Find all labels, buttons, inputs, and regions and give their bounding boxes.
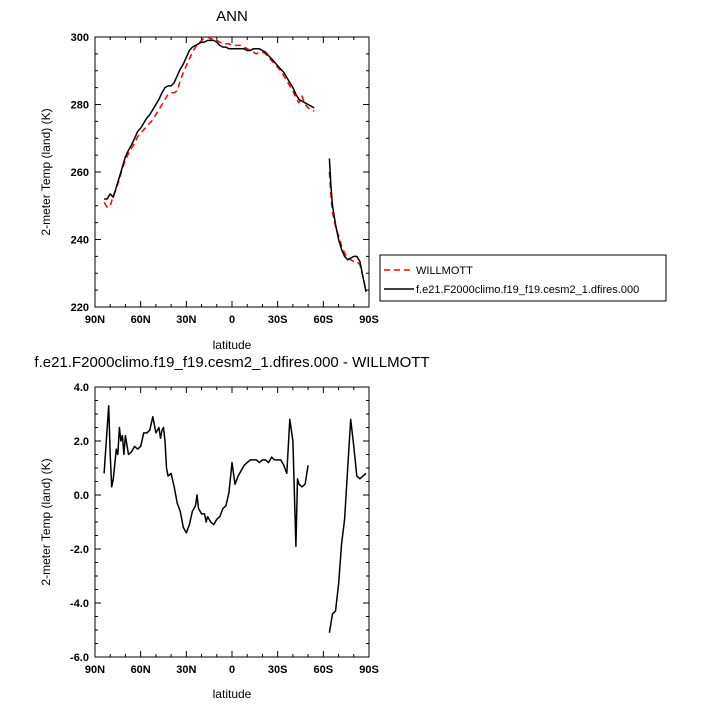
bottom-ytick-label: -2.0 — [70, 544, 89, 556]
top-chart-title: ANN — [216, 8, 248, 25]
legend-label-model: f.e21.F2000climo.f19_f19.cesm2_1.dfires.… — [416, 284, 639, 296]
top-xtick-label: 0 — [229, 314, 235, 326]
bottom-chart: f.e21.F2000climo.f19_f19.cesm2_1.dfires.… — [34, 354, 429, 701]
top-series-1-line — [328, 158, 367, 292]
top-xtick-label: 60N — [131, 314, 151, 326]
top-ytick-label: 220 — [71, 302, 89, 314]
bottom-xtick-label: 90S — [359, 664, 379, 676]
top-xtick-label: 30S — [268, 314, 288, 326]
bottom-xtick-label: 60N — [131, 664, 151, 676]
top-ytick-label: 240 — [71, 235, 89, 247]
top-series-0-line — [328, 171, 367, 291]
top-chart-xlabel: latitude — [213, 338, 252, 352]
bottom-chart-title: f.e21.F2000climo.f19_f19.cesm2_1.dfires.… — [34, 354, 429, 371]
top-chart-ticks: 90N 60N 30N 0 30S 60S 90S 220 240 260 280 300 — [71, 32, 379, 326]
legend-label-willmott: WILLMOTT — [416, 265, 473, 277]
top-xtick-label: 90S — [359, 314, 379, 326]
bottom-ytick-label: -4.0 — [70, 598, 89, 610]
top-ytick-label: 300 — [71, 32, 89, 44]
bottom-ytick-label: 4.0 — [74, 382, 89, 394]
bottom-ytick-label: -6.0 — [70, 652, 89, 664]
bottom-xtick-label: 30N — [176, 664, 196, 676]
bottom-ytick-label: 2.0 — [74, 436, 89, 448]
bottom-xtick-label: 0 — [229, 664, 235, 676]
bottom-series-0-line — [328, 418, 367, 633]
bottom-chart-plot-frame — [94, 386, 370, 658]
top-xtick-label: 60S — [314, 314, 334, 326]
bottom-chart-ticks: 90N 60N 30N 0 30S 60S 90S 4.0 2.0 0.0 -2.0 -4.0 -6.0 — [70, 382, 379, 676]
bottom-chart-xlabel: latitude — [213, 687, 252, 701]
top-series-0-line — [103, 36, 315, 209]
top-chart-series — [103, 36, 367, 292]
top-chart-ylabel: 2-meter Temp (land) (K) — [39, 108, 53, 235]
top-ytick-label: 260 — [71, 167, 89, 179]
bottom-ytick-label: 0.0 — [74, 490, 89, 502]
top-series-1-line — [104, 39, 315, 200]
bottom-chart-ylabel: 2-meter Temp (land) (K) — [39, 458, 53, 585]
bottom-xtick-label: 60S — [314, 664, 334, 676]
bottom-chart-series — [103, 405, 367, 633]
top-ytick-label: 280 — [71, 100, 89, 112]
bottom-series-0-line — [103, 405, 309, 548]
top-chart-plot-frame — [94, 36, 370, 308]
top-chart-legend: WILLMOTT f.e21.F2000climo.f19_f19.cesm2_… — [379, 254, 667, 302]
bottom-xtick-label: 30S — [268, 664, 288, 676]
top-xtick-label: 90N — [85, 314, 105, 326]
top-xtick-label: 30N — [176, 314, 196, 326]
legend-frame — [379, 254, 667, 302]
bottom-xtick-label: 90N — [85, 664, 105, 676]
top-chart: ANN 90N 60N 30N 0 30S 60S 90S 220 240 260 280 300 l… — [39, 8, 379, 352]
